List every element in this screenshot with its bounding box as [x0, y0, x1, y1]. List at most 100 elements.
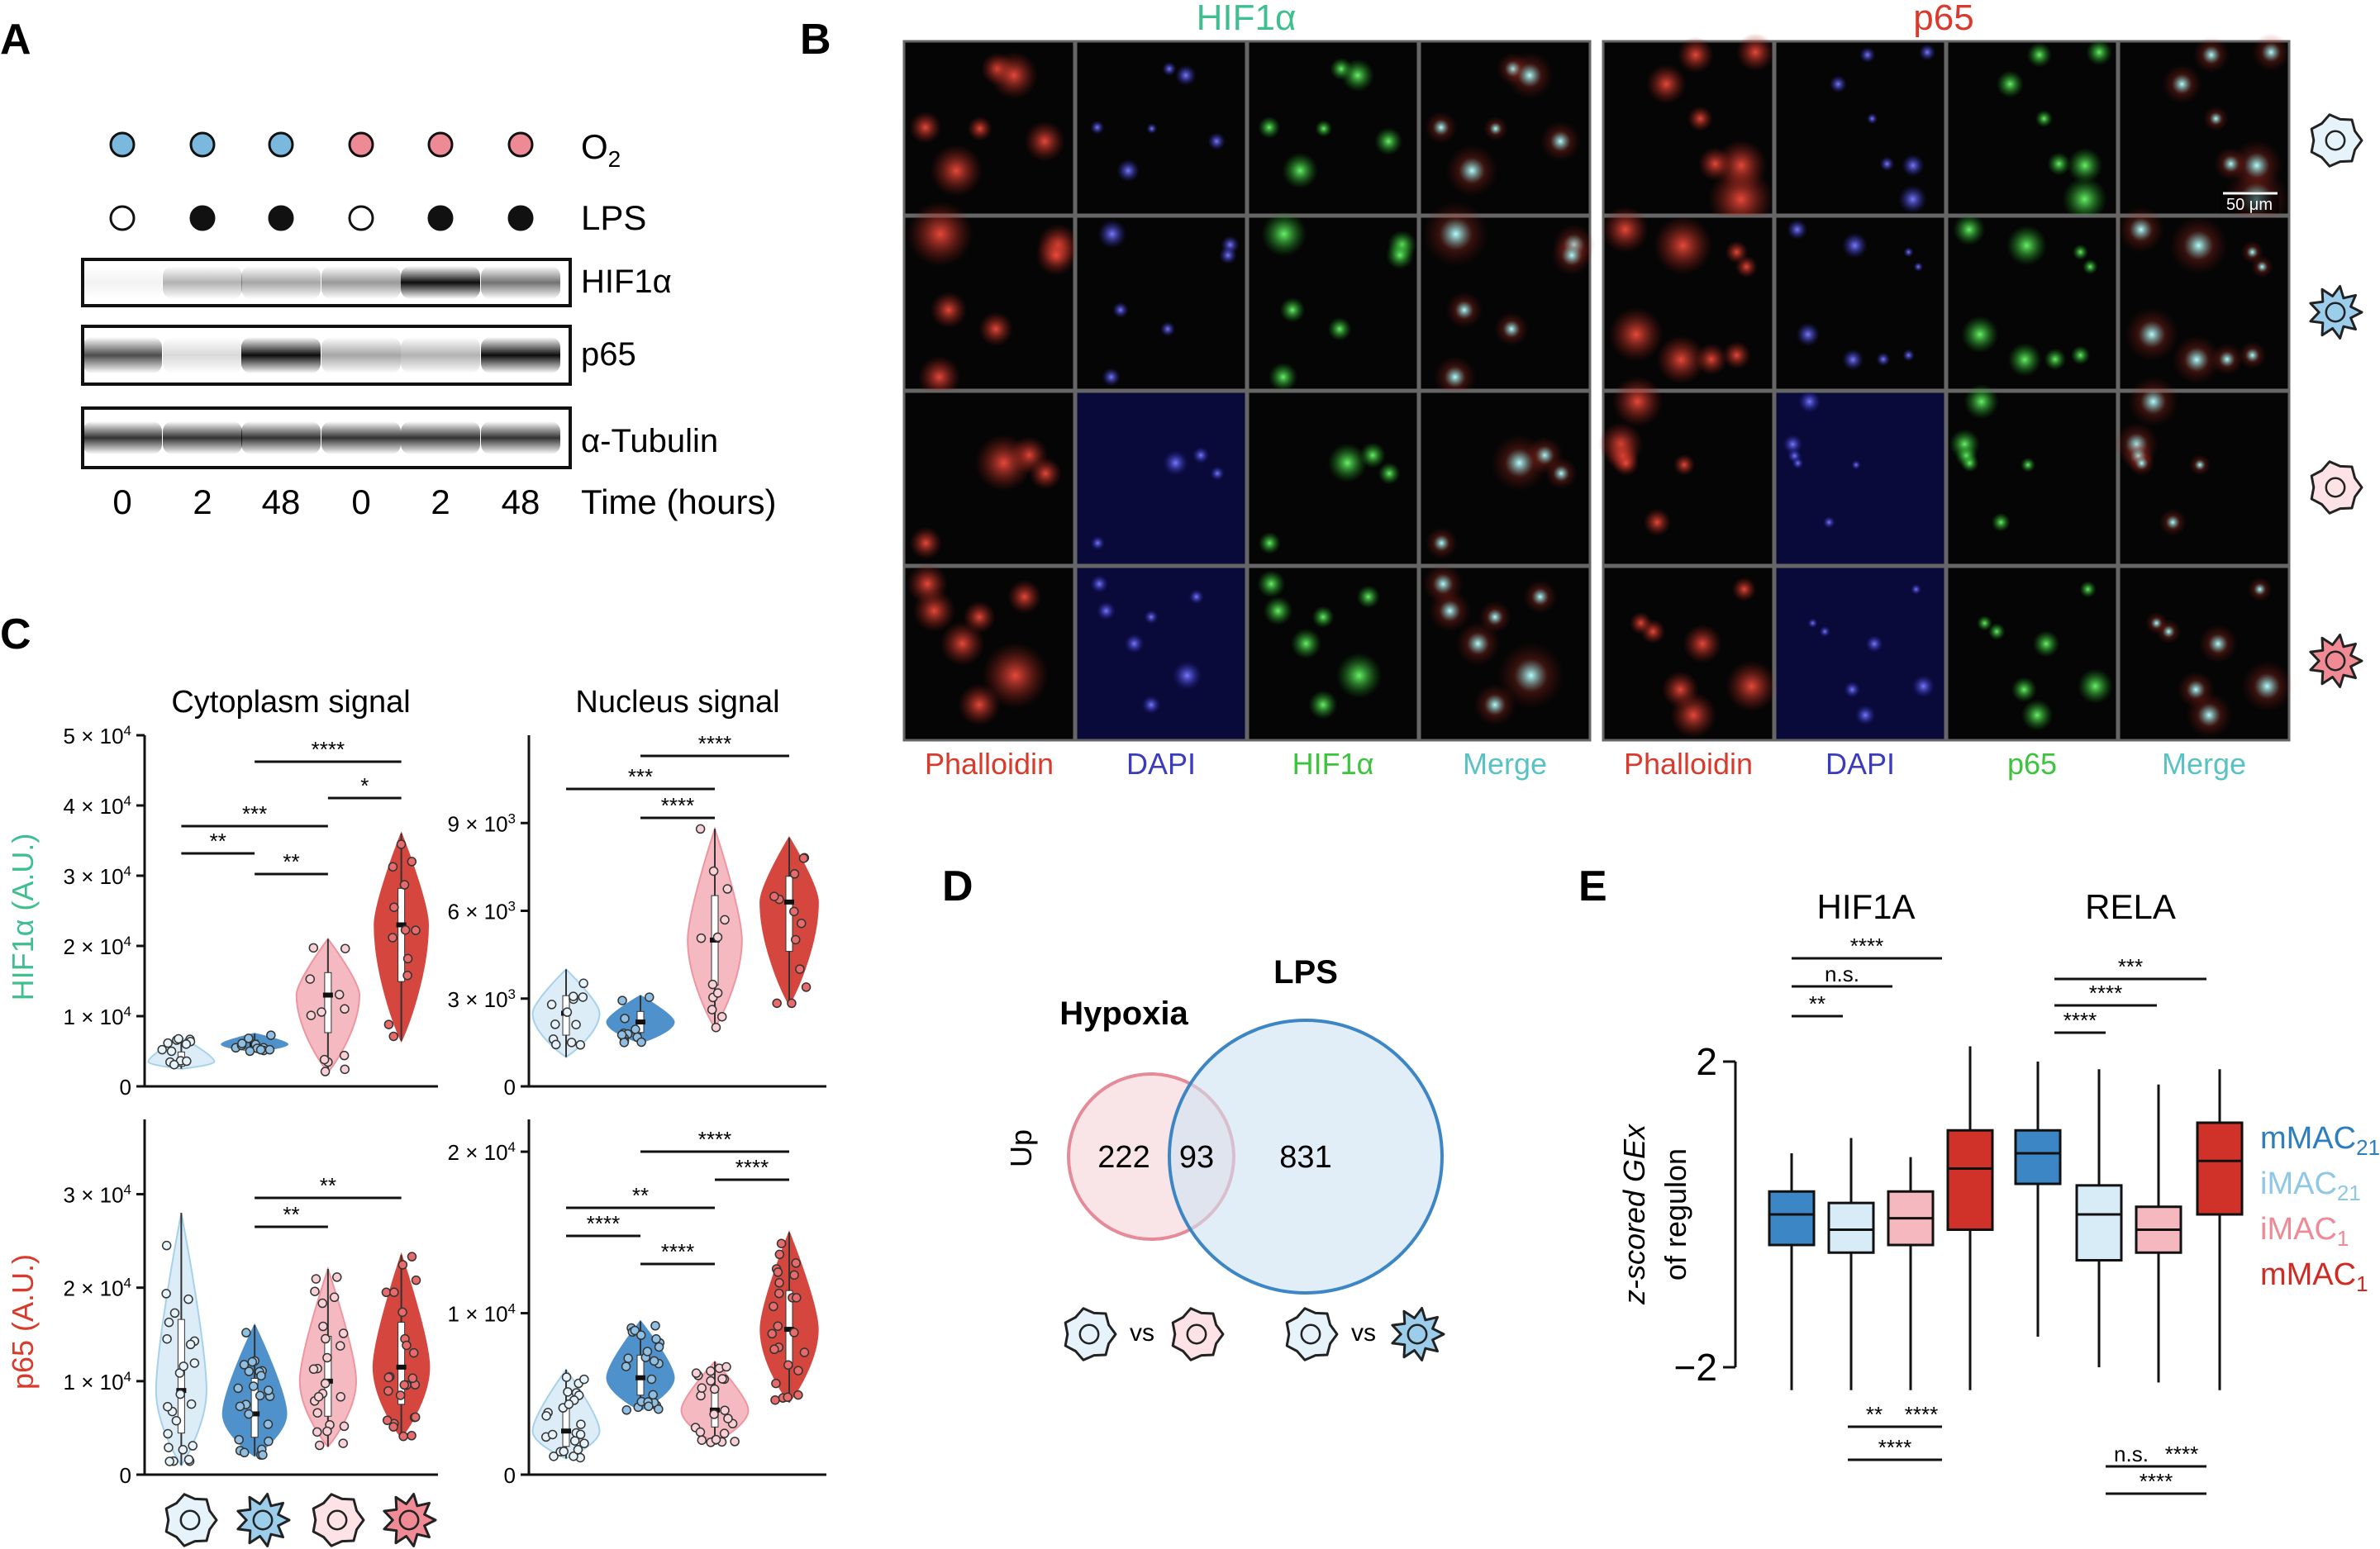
data-point: [564, 1399, 574, 1409]
bands-hif1a: [83, 266, 560, 299]
cell-blob: [909, 111, 942, 144]
cell-blob: [1175, 64, 1197, 86]
data-point: [621, 1361, 631, 1371]
tick-mantissa: 4 × 10: [64, 794, 124, 819]
data-point: [332, 1272, 342, 1282]
violin-box: [250, 1377, 259, 1438]
data-point: [789, 1328, 799, 1338]
cell-icon-nucleus: [2325, 130, 2346, 151]
cell-blob: [2082, 259, 2098, 275]
data-point: [169, 1059, 179, 1070]
data-point: [317, 1298, 327, 1309]
panel-a-western-blot: O2 LPS HIF1α p65 α-Tubulin 0 2 48 0 2 48 Time…: [81, 127, 776, 521]
cell-blob: [2244, 152, 2270, 178]
cell-blob: [1146, 123, 1158, 135]
o2-condition-dots: [109, 131, 534, 158]
cell-blob: [1311, 606, 1335, 629]
data-point: [579, 1374, 589, 1385]
data-point: [716, 1011, 727, 1022]
significance-label: ****: [1878, 1435, 1911, 1460]
y-tick-label: 1 × 104: [64, 1004, 131, 1029]
violin-median: [635, 1019, 645, 1025]
cell-blob: [907, 201, 973, 268]
data-point: [164, 1456, 174, 1466]
o2-dot: [427, 131, 454, 158]
cell-blob: [2219, 351, 2235, 368]
data-point: [708, 866, 719, 877]
significance-label: n.s.: [1825, 962, 1859, 986]
cell-blob: [1466, 632, 1490, 655]
cell-blob: [2246, 246, 2259, 259]
cell-blob: [1913, 262, 1924, 272]
time-label: 48: [262, 482, 301, 521]
row-label-o2: O2: [581, 127, 621, 172]
cell-icon: [236, 1493, 291, 1547]
significance-label: ***: [242, 801, 267, 826]
y-tick-label: 0: [120, 1075, 131, 1100]
y-tick-label: 2 × 104: [448, 1139, 516, 1165]
cell-blob: [1687, 106, 1713, 131]
cell-blob: [1859, 46, 1876, 64]
row-label-p65: p65: [581, 336, 636, 373]
data-point: [411, 925, 421, 935]
cell-blob: [1327, 443, 1368, 483]
data-point: [382, 1415, 393, 1426]
cell-blob: [1192, 447, 1210, 464]
cell-blob: [1646, 64, 1687, 104]
cell-blob: [918, 355, 961, 398]
cell-blob: [1961, 316, 1999, 354]
cell-blob: [1561, 245, 1583, 266]
data-point: [575, 1040, 586, 1050]
cell-blob: [1102, 368, 1121, 387]
blot-band: [401, 337, 480, 373]
blot-band: [163, 337, 242, 373]
micrograph-tile: [1074, 40, 1248, 216]
box-iMAC21: [2075, 1184, 2123, 1262]
significance-label: ****: [2063, 1008, 2097, 1033]
data-point: [402, 970, 412, 981]
blot-band: [321, 421, 401, 454]
data-point: [256, 1371, 266, 1380]
cell-blob: [2067, 147, 2103, 183]
violin-box: [324, 1336, 332, 1417]
cell-icon-nucleus: [2325, 650, 2346, 672]
cell-blob: [2072, 244, 2089, 260]
violin-box: [397, 887, 406, 982]
cell-blob: [1219, 246, 1237, 264]
cell-blob: [1697, 146, 1732, 181]
data-point: [771, 1378, 781, 1389]
significance-label: **: [1809, 991, 1825, 1016]
data-point: [770, 1395, 780, 1405]
legend-subscript: 21: [2356, 1135, 2380, 1160]
data-point: [789, 1270, 799, 1281]
channel-labels: Phalloidin DAPI HIF1α Merge Phalloidin DAPI p6…: [925, 747, 2246, 781]
time-labels: 0 2 48 0 2 48: [112, 482, 540, 521]
data-point: [646, 1374, 657, 1385]
data-point: [388, 1422, 398, 1432]
cell-blob: [1090, 120, 1105, 135]
cell-icon: [164, 1493, 218, 1547]
data-point: [244, 1409, 254, 1419]
cell-icon: [1171, 1307, 1225, 1361]
legend-subscript: 21: [2337, 1181, 2361, 1205]
data-point: [578, 992, 588, 1002]
data-point: [769, 1301, 778, 1312]
venn-count-hypoxia: 222: [1097, 1140, 1150, 1175]
cell-blob: [1432, 573, 1454, 595]
grid-title-hif1a: HIF1α: [1197, 0, 1297, 38]
data-point: [644, 1401, 654, 1412]
data-point: [263, 1419, 274, 1429]
data-point: [578, 978, 588, 989]
micrograph-tile: [1773, 390, 1947, 567]
tick-exponent: 4: [124, 934, 131, 949]
data-point: [317, 1007, 326, 1017]
data-point: [320, 1067, 331, 1076]
blot-band: [241, 266, 321, 299]
significance-label: ***: [2118, 954, 2143, 979]
blot-band: [163, 421, 242, 454]
data-point: [566, 1038, 577, 1048]
cell-icon-nucleus: [1186, 1323, 1207, 1345]
data-point: [388, 862, 398, 872]
data-point: [790, 934, 801, 945]
tick-mantissa: 6 × 10: [448, 900, 508, 924]
